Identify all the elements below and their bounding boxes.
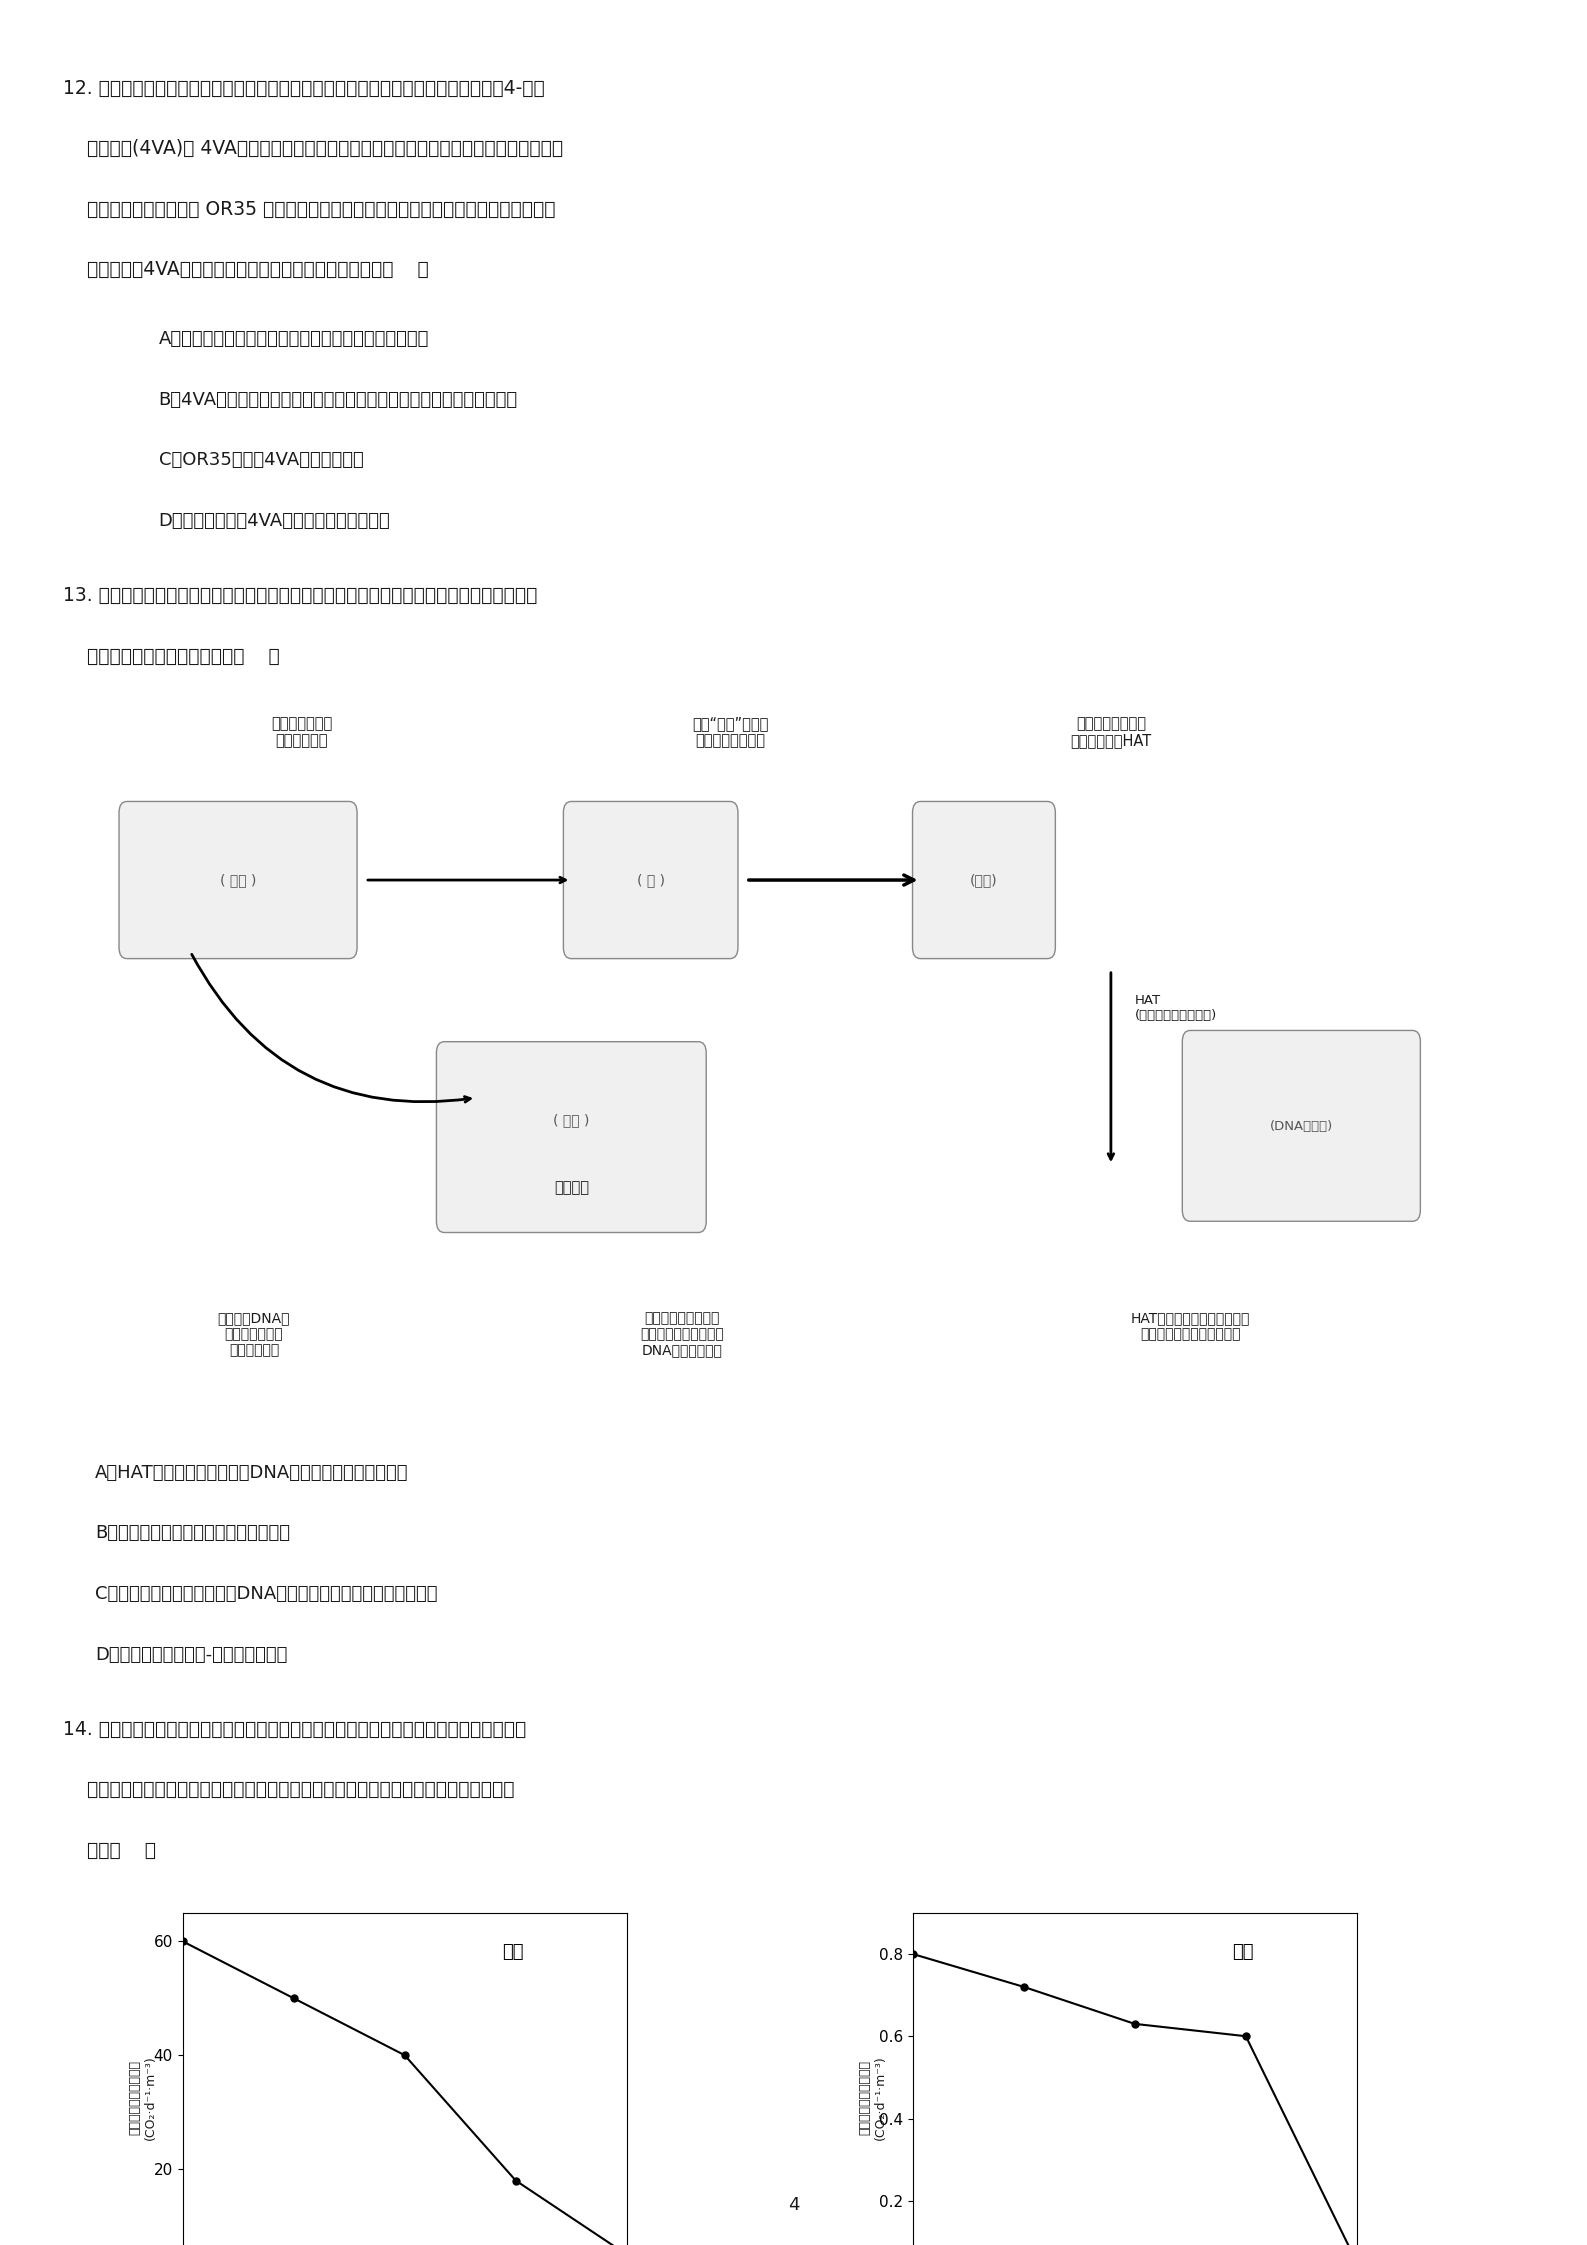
FancyBboxPatch shape <box>436 1042 706 1233</box>
Text: B．皮质醇受体的高表达与表观遗传有关: B．皮质醇受体的高表达与表观遗传有关 <box>95 1524 290 1542</box>
Text: A．HAT的作用结果可能促进DNA解蝇旋，有利于基因表达: A．HAT的作用结果可能促进DNA解蝇旋，有利于基因表达 <box>95 1464 409 1482</box>
FancyBboxPatch shape <box>913 801 1055 959</box>
Text: A．飞蝗幼虫活动能力强，可用标记重捕法调查种群密度: A．飞蝗幼虫活动能力强，可用标记重捕法调查种群密度 <box>159 330 428 348</box>
Text: 冷静大鼠: 冷静大鼠 <box>554 1181 589 1194</box>
Text: C．据图可知组蛋白乙酰化与DNA甲基化对基因表达的影响呈正相关: C．据图可知组蛋白乙酰化与DNA甲基化对基因表达的影响呈正相关 <box>95 1585 438 1603</box>
Text: 大脑“快乐”神经递
质血清素表达升高: 大脑“快乐”神经递 质血清素表达升高 <box>692 716 768 748</box>
Text: 光合作用速率／固定量
(CO₂·d⁻¹·m⁻³): 光合作用速率／固定量 (CO₂·d⁻¹·m⁻³) <box>129 2056 157 2139</box>
Text: (海马): (海马) <box>970 873 998 887</box>
FancyBboxPatch shape <box>1182 1030 1420 1221</box>
Text: D．用人工合成的4VA诱杀蝗虫属于化学防治: D．用人工合成的4VA诱杀蝗虫属于化学防治 <box>159 512 390 530</box>
Text: 光合作用速率／固定量
(CO₂·d⁻¹·m⁻³): 光合作用速率／固定量 (CO₂·d⁻¹·m⁻³) <box>859 2056 887 2139</box>
Text: 乙湖: 乙湖 <box>1233 1944 1254 1962</box>
Text: 的是（    ）: 的是（ ） <box>63 1841 157 1859</box>
Text: 12. 中科院康乐院士团队通过分析飞蝗的体表和粪便挥发物，发现了飞蝗群聚信息素－4-乙烯: 12. 中科院康乐院士团队通过分析飞蝗的体表和粪便挥发物，发现了飞蝗群聚信息素－… <box>63 79 546 97</box>
Text: 低水平的DNA甲
基化导致皮质醇
受体的高表达: 低水平的DNA甲 基化导致皮质醇 受体的高表达 <box>217 1311 290 1358</box>
Text: ( 脑 ): ( 脑 ) <box>636 873 665 887</box>
Text: 组蛋白乙酰化导致了
更宽松的染色体环境，
DNA甲基化被移除: 组蛋白乙酰化导致了 更宽松的染色体环境， DNA甲基化被移除 <box>641 1311 724 1358</box>
Text: HAT集合到皮质醇受体基因上
并在组蛋白上添加乙酰基团: HAT集合到皮质醇受体基因上 并在组蛋白上添加乙酰基团 <box>1130 1311 1251 1340</box>
Text: 14. 甲、乙两个湖泊生态系统原来基本相似，但其中一个湖泊因附近农田过度使用化肥而被: 14. 甲、乙两个湖泊生态系统原来基本相似，但其中一个湖泊因附近农田过度使用化肥… <box>63 1720 527 1738</box>
Text: 血清素传递信号到
海马区以升高HAT: 血清素传递信号到 海马区以升高HAT <box>1070 716 1152 748</box>
Text: B．4VA通过负反馈方式调节蝗虫种群密度，以维持生态系统的相对稳定: B．4VA通过负反馈方式调节蝗虫种群密度，以维持生态系统的相对稳定 <box>159 391 517 409</box>
Text: ( 母鼠 ): ( 母鼠 ) <box>221 873 256 887</box>
Text: HAT
(组蛋白乙酰化转移酶): HAT (组蛋白乙酰化转移酶) <box>1135 995 1217 1021</box>
Text: ( 子鼠 ): ( 子鼠 ) <box>554 1114 589 1127</box>
Text: D．大鼠的情绪是神经-体液调节的结果: D．大鼠的情绪是神经-体液调节的结果 <box>95 1646 287 1664</box>
Text: 基苯甲醚(4VA)。 4VA能够响应蝗虫种群密度的变化，并随着种群密度增加而增加，利用: 基苯甲醚(4VA)。 4VA能够响应蝗虫种群密度的变化，并随着种群密度增加而增加… <box>63 139 563 157</box>
Text: 污染。下图表示目前两个湖的光合作用速率随着水深的变化情况。下列有关说法不正确: 污染。下图表示目前两个湖的光合作用速率随着水深的变化情况。下列有关说法不正确 <box>63 1780 514 1798</box>
Text: (DNA染色体): (DNA染色体) <box>1270 1120 1333 1134</box>
FancyBboxPatch shape <box>563 801 738 959</box>
Text: 著降低，对4VA的响应行为丢失。下列相关叙述正确的是（    ）: 著降低，对4VA的响应行为丢失。下列相关叙述正确的是（ ） <box>63 260 428 278</box>
Text: 13. 研究证实，被良好照顾的大鼠幼鼠通过下列途径，使脑内激素皮质醇的受体表达量升高。: 13. 研究证实，被良好照顾的大鼠幼鼠通过下列途径，使脑内激素皮质醇的受体表达量… <box>63 586 538 604</box>
Text: C．OR35可能是4VA的特异性受体: C．OR35可能是4VA的特异性受体 <box>159 451 363 469</box>
FancyBboxPatch shape <box>119 801 357 959</box>
Text: 据下图分析下列说法错误的是（    ）: 据下图分析下列说法错误的是（ ） <box>63 647 281 665</box>
Text: 基因编辑技术获得飞蝗 OR35 蛋白缺失突变体，发现其触角和锥形感觉神经的生理反应显: 基因编辑技术获得飞蝗 OR35 蛋白缺失突变体，发现其触角和锥形感觉神经的生理反… <box>63 200 555 218</box>
Text: 甲湖: 甲湖 <box>503 1944 524 1962</box>
Text: 4: 4 <box>787 2196 800 2214</box>
Text: 对大鼠幼幼大量
的舒舏和清理: 对大鼠幼幼大量 的舒舏和清理 <box>271 716 332 748</box>
